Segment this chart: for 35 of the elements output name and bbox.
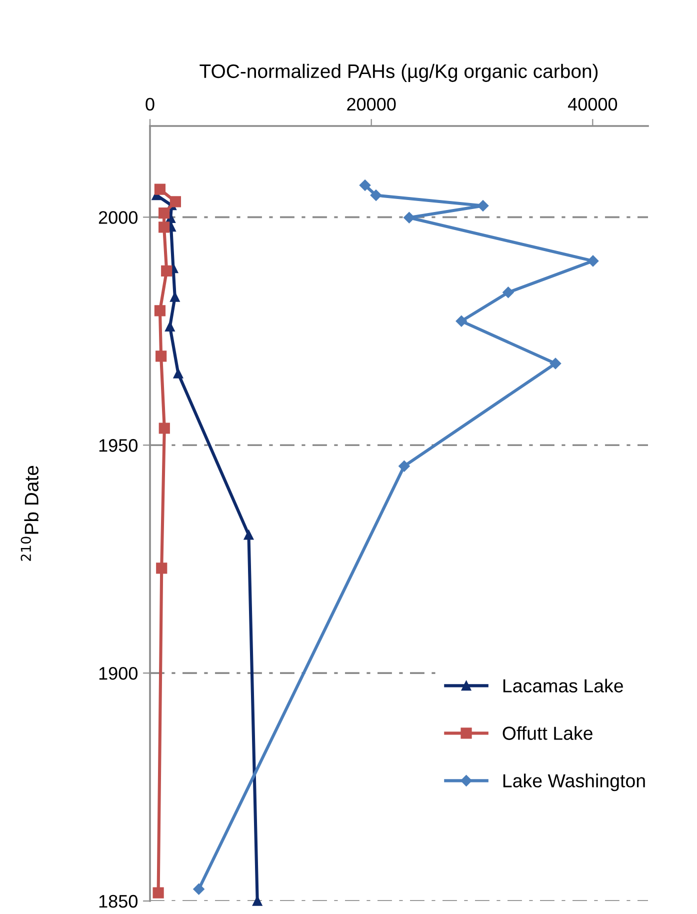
legend-label: Lacamas Lake bbox=[503, 678, 624, 692]
point bbox=[165, 322, 175, 332]
y-tick-label: 1950 bbox=[99, 439, 138, 452]
y-tick-label: 1900 bbox=[99, 666, 138, 680]
point bbox=[456, 316, 468, 327]
x-axis-title: TOC-normalized PAHs (µg/Kg organic carbon) bbox=[200, 64, 598, 82]
x-tick-label: 40000 bbox=[568, 98, 618, 111]
point bbox=[359, 180, 371, 191]
point bbox=[244, 530, 254, 540]
point bbox=[193, 884, 204, 895]
point bbox=[156, 350, 167, 362]
y-axis-title: $^{210}$Pb Date bbox=[20, 466, 38, 561]
point bbox=[170, 196, 182, 208]
point bbox=[154, 305, 166, 316]
point bbox=[170, 292, 180, 302]
y-tick-label: 2000 bbox=[98, 211, 138, 224]
point bbox=[154, 184, 166, 195]
x-tick-label: 20000 bbox=[347, 98, 396, 111]
point bbox=[161, 265, 172, 277]
point bbox=[152, 887, 164, 898]
point bbox=[550, 358, 562, 370]
legend-label: Lake Washington bbox=[503, 774, 645, 792]
point bbox=[158, 222, 170, 233]
point bbox=[252, 896, 262, 906]
point bbox=[173, 368, 184, 378]
point bbox=[158, 208, 170, 219]
point bbox=[370, 190, 382, 201]
point bbox=[502, 286, 514, 298]
point bbox=[398, 460, 410, 472]
point bbox=[587, 255, 599, 267]
point bbox=[158, 422, 170, 434]
y-tick-label: 1850 bbox=[99, 894, 138, 908]
legend-label: Offutt Lake bbox=[502, 726, 592, 740]
x-tick-label: 0 bbox=[146, 98, 154, 111]
point bbox=[156, 562, 168, 574]
